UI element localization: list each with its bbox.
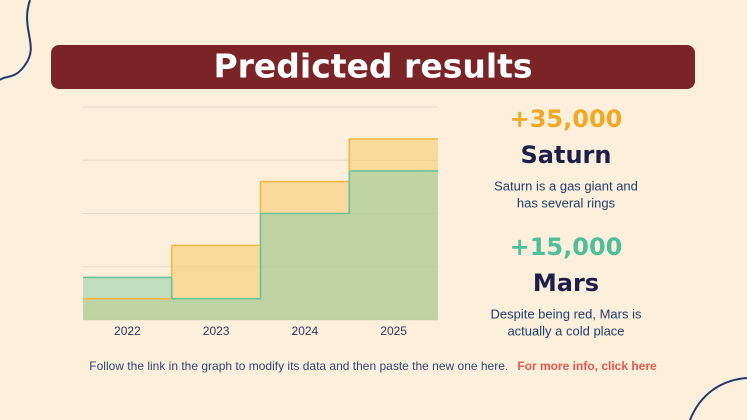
title-banner [51, 45, 695, 89]
step-area [171, 298, 261, 320]
x-tick-label: 2022 [114, 324, 141, 338]
x-tick-label: 2024 [292, 324, 319, 338]
step-area [260, 213, 350, 320]
step-area [349, 170, 438, 320]
stat-description: Despite being red, Mars is [490, 306, 642, 321]
stat-value: +15,000 [510, 233, 623, 261]
stat-name: Mars [533, 269, 599, 297]
x-tick-label: 2025 [380, 324, 407, 338]
chart: 2022 2023 2024 2025 [83, 106, 438, 338]
stat-description: has several rings [517, 195, 616, 210]
stats: +35,000 Saturn Saturn is a gas giant and ha… [490, 105, 642, 338]
footer-text: Follow the link in the graph to modify i… [89, 359, 508, 373]
x-tick-label: 2023 [203, 324, 230, 338]
stat-name: Saturn [521, 141, 612, 169]
stat-description: actually a cold place [507, 323, 624, 338]
footer-link[interactable]: For more info, click here [517, 359, 657, 373]
footer: Follow the link in the graph to modify i… [89, 357, 657, 376]
decor-curve [0, 0, 32, 81]
stat-description: Saturn is a gas giant and [494, 178, 638, 193]
stat-value: +35,000 [510, 105, 623, 133]
decor-curve [689, 377, 747, 420]
title: Predicted results [213, 47, 532, 86]
